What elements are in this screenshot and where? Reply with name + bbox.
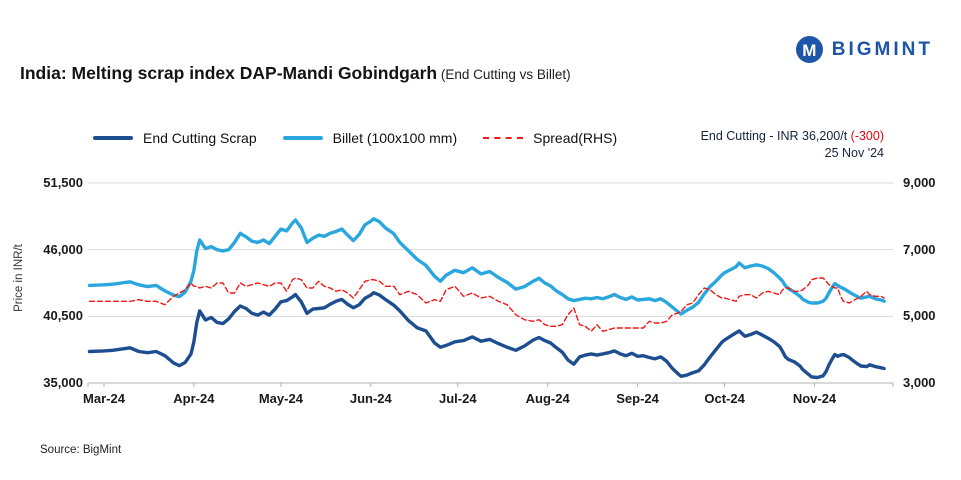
- left-axis-tick-label: 46,000: [43, 241, 83, 257]
- x-axis-month-label: May-24: [258, 391, 303, 406]
- series-line-1: [87, 217, 886, 316]
- right-axis-tick-label: 7,000: [903, 241, 936, 257]
- series-line-2: [88, 277, 885, 332]
- legend-item-end-cutting: End Cutting Scrap: [93, 130, 257, 146]
- end-cutting-line-swatch: [93, 136, 133, 140]
- chart-title-main: India: Melting scrap index DAP-Mandi Gob…: [20, 63, 438, 83]
- x-axis-month-label: Jul-24: [439, 391, 477, 406]
- latest-price-annotation: End Cutting - INR 36,200/t (-300) 25 Nov…: [701, 128, 884, 162]
- chart-title: India: Melting scrap index DAP-Mandi Gob…: [20, 63, 571, 84]
- legend-item-billet: Billet (100x100 mm): [282, 130, 458, 146]
- right-axis-tick-label: 3,000: [903, 375, 936, 390]
- x-axis-month-label: Nov-24: [792, 391, 837, 406]
- right-axis-tick-label: 5,000: [903, 308, 936, 324]
- left-axis-tick-label: 35,000: [43, 375, 83, 390]
- left-axis-tick-label: 51,500: [43, 175, 83, 190]
- x-axis-month-label: Oct-24: [704, 391, 745, 406]
- bigmint-logo-text: BIGMINT: [831, 38, 933, 60]
- billet-line-swatch: [282, 136, 323, 140]
- left-axis-tick-label: 40,500: [43, 308, 83, 324]
- latest-price-date: 25 Nov '24: [824, 146, 884, 160]
- x-axis-month-label: Mar-24: [83, 391, 125, 406]
- price-change-badge: (-300): [850, 129, 884, 143]
- chart-title-sub: (End Cutting vs Billet): [437, 67, 571, 82]
- legend-label-spread: Spread(RHS): [533, 130, 618, 146]
- latest-price-label: End Cutting - INR 36,200/t: [700, 129, 851, 143]
- bigmint-logo: M BIGMINT: [795, 36, 933, 63]
- spread-line-swatch: [483, 137, 524, 139]
- bigmint-logo-icon: M: [795, 36, 823, 63]
- legend-item-spread: Spread(RHS): [483, 130, 617, 146]
- series-line-0: [87, 291, 886, 380]
- x-axis-month-label: Sep-24: [616, 391, 659, 406]
- source-note: Source: BigMint: [40, 444, 122, 456]
- x-axis-month-label: Aug-24: [525, 391, 570, 406]
- legend-label-billet: Billet (100x100 mm): [332, 130, 458, 146]
- legend: End Cutting Scrap Billet (100x100 mm) Sp…: [93, 130, 617, 146]
- x-axis-month-label: Jun-24: [349, 391, 392, 406]
- x-axis-month-label: Apr-24: [173, 391, 215, 406]
- legend-label-end-cutting: End Cutting Scrap: [143, 130, 257, 146]
- right-axis-tick-label: 9,000: [903, 175, 936, 190]
